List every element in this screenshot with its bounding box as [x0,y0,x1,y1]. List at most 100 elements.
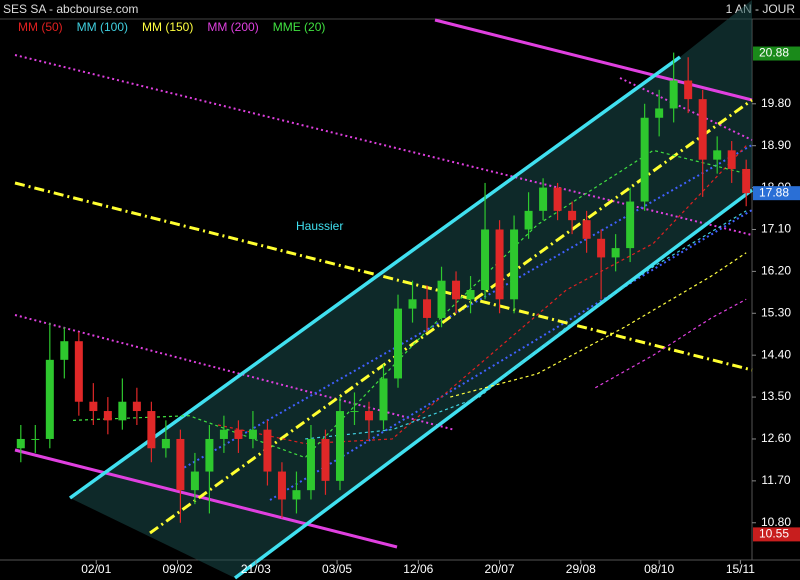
legend-entry: MM (200) [207,20,258,34]
trend-line [434,18,753,102]
trend-line [149,98,753,535]
moving-average [217,145,747,445]
candle-body [45,359,54,439]
annotation: Haussier [296,219,343,233]
trend-line [269,209,753,501]
x-tick-label: 12/06 [403,562,433,576]
moving-average [73,149,747,459]
trend-line [14,314,456,431]
candle-body [248,429,257,439]
candle-body [510,229,519,300]
candle-body [60,341,69,360]
x-tick-label: 03/05 [322,562,352,576]
candle-body [103,411,112,421]
candle-body [582,220,591,239]
candle-body [742,168,751,194]
candle-body [568,210,577,221]
candle-body [190,471,199,491]
price-marker-label: 17.88 [759,185,789,199]
candle-body [306,438,315,491]
candle-body [626,201,635,249]
candle-body [698,99,707,160]
candle-body [263,429,272,472]
price-marker [753,186,800,201]
candle-body [161,438,170,449]
x-tick-label: 08/10 [644,562,674,576]
y-tick-label: 12.60 [761,431,791,445]
trend-line [14,181,753,372]
candle-body [118,401,127,421]
chart-title: SES SA - abcbourse.com [3,2,138,16]
channel-line [68,55,682,500]
candle-body [524,210,533,230]
trend-line [14,54,753,236]
x-tick-label: 20/07 [485,562,515,576]
candle-body [684,80,693,100]
candle-body [379,378,388,421]
price-marker [753,46,800,61]
y-tick-label: 18.90 [761,138,791,152]
candle-body [89,401,98,412]
candle-body [669,80,678,109]
y-tick-label: 13.50 [761,389,791,403]
candle-body [727,150,736,169]
legend-entry: MM (50) [18,20,63,34]
candle-body [611,248,620,258]
candle-body [335,411,344,481]
candle-body [350,411,359,413]
candle-body [277,471,286,500]
candle-body [481,229,490,290]
candle-body [394,308,403,379]
y-tick-label: 16.20 [761,264,791,278]
y-tick-label: 11.70 [761,473,790,487]
candle-body [655,108,664,118]
x-tick-label: 21/03 [241,562,271,576]
candle-body [147,411,156,449]
candle-body [16,438,25,449]
trend-line [619,77,753,141]
y-tick-label: 10.80 [761,515,791,529]
x-tick-label: 29/08 [566,562,596,576]
candle-body [292,490,301,500]
candle-body [640,117,649,202]
legend: MM (50) MM (100) MM (150) MM (200) MME (20) [18,20,325,34]
candle-body [713,150,722,160]
y-tick-label: 15.30 [761,305,791,319]
x-tick-label: 15/11 [726,562,755,576]
price-marker-label: 20.88 [759,46,789,60]
candle-body [539,187,548,211]
candle-body [74,341,83,402]
x-tick-label: 09/02 [162,562,192,576]
candle-body [408,299,417,309]
legend-entry: MM (100) [77,20,128,34]
price-marker-label: 10.55 [759,527,789,541]
moving-average [305,210,747,440]
candle-body [466,290,475,300]
y-tick-label: 14.40 [761,347,791,361]
candle-body [452,280,461,300]
trend-line [14,448,398,549]
candle-body [423,299,432,318]
price-marker [753,527,800,542]
channel-line [233,188,754,580]
candle-body [176,438,185,491]
candle-body [132,401,141,412]
candle-body [219,429,228,439]
candle-body [553,187,562,211]
legend-entry: MM (150) [142,20,193,34]
candle-body [597,238,606,258]
candle-body [205,438,214,472]
candle-body [495,229,504,300]
x-tick-label: 02/01 [81,562,111,576]
legend-entry: MME (20) [273,20,326,34]
candle-body [437,280,446,318]
candle-body [234,429,243,439]
candle-body [31,438,40,440]
moving-average [450,252,747,398]
y-tick-label: 17.10 [761,222,791,236]
candle-body [364,411,373,421]
y-tick-label: 19.80 [761,96,791,110]
candle-body [321,438,330,481]
